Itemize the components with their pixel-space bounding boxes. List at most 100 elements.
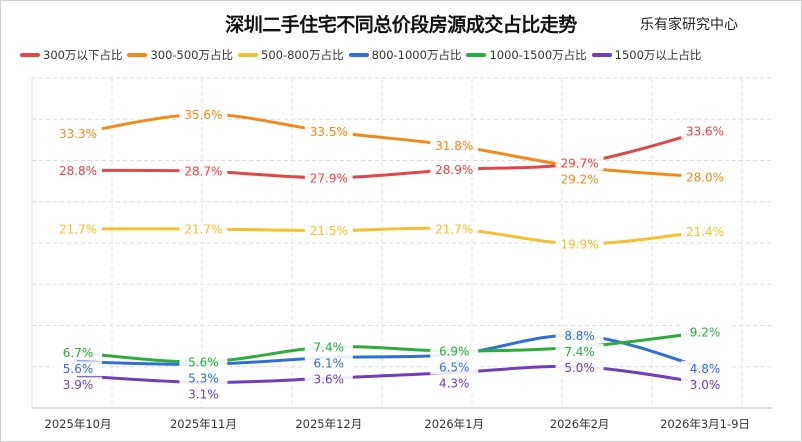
x-tick-label: 2026年1月 [424, 417, 484, 431]
data-label-bg [179, 354, 228, 370]
data-label-bg [179, 221, 228, 237]
series-line-3 [76, 333, 707, 370]
data-label-bg [54, 125, 102, 141]
x-tick-label: 2026年2月 [550, 417, 610, 431]
data-label: 3.9% [63, 378, 94, 392]
legend-swatch [127, 53, 148, 57]
data-label-bg [304, 371, 353, 387]
source-label: 乐有家研究中心 [640, 17, 738, 33]
series-line-2 [76, 226, 707, 246]
data-label: 4.8% [690, 362, 721, 376]
data-label: 21.7% [59, 222, 97, 236]
data-label-bg [555, 359, 604, 375]
data-label: 21.7% [184, 222, 222, 236]
legend-label: 300万以下占比 [43, 48, 123, 62]
data-label-bg [555, 327, 604, 343]
legend-swatch [466, 53, 487, 57]
data-label-bg [430, 221, 479, 237]
data-label: 5.0% [564, 361, 595, 375]
data-label-bg [54, 361, 102, 377]
data-label-bg [54, 221, 102, 237]
x-tick-label: 2025年11月 [170, 417, 237, 431]
data-label-bg [555, 155, 604, 171]
data-label: 28.0% [686, 171, 724, 185]
data-label: 3.1% [188, 387, 219, 401]
chart-title: 深圳二手住宅不同总价段房源成交占比走势 [225, 14, 577, 36]
data-label-bg [430, 359, 479, 375]
data-label: 19.9% [561, 237, 599, 251]
data-label: 28.8% [59, 164, 97, 178]
data-label: 7.4% [314, 340, 345, 354]
data-label-bg [179, 163, 228, 179]
data-label-bg [179, 106, 228, 122]
legend-item[interactable]: 500-800万占比 [238, 47, 344, 63]
data-label-bg [430, 375, 479, 391]
data-label: 28.7% [184, 165, 222, 179]
data-label: 3.6% [314, 372, 345, 386]
data-label: 5.6% [63, 362, 94, 376]
data-label-bg [179, 386, 228, 402]
legend-label: 500-800万占比 [261, 48, 344, 62]
legend-label: 1000-1500万占比 [489, 48, 587, 62]
data-label: 6.7% [63, 346, 94, 360]
legend: 300万以下占比 300-500万占比 500-800万占比 800-1000万占比 1… [20, 47, 701, 63]
data-label: 35.6% [184, 108, 222, 122]
legend-item[interactable]: 300万以下占比 [20, 47, 122, 63]
data-label: 29.7% [561, 156, 599, 170]
x-tick-label: 2025年10月 [45, 417, 112, 431]
data-label-bg [681, 123, 729, 139]
data-label: 28.9% [435, 163, 473, 177]
legend-item[interactable]: 1500万以上占比 [591, 47, 702, 63]
data-label: 6.5% [439, 361, 470, 375]
data-label-bg [54, 162, 102, 178]
legend-label: 1500万以上占比 [614, 48, 702, 62]
series-line-1 [76, 112, 707, 179]
data-label-bg [304, 223, 353, 239]
data-label: 5.6% [188, 355, 219, 369]
data-label-bg [179, 370, 228, 386]
data-label: 6.1% [314, 356, 345, 370]
data-label: 33.5% [310, 125, 348, 139]
legend-label: 300-500万占比 [150, 48, 234, 62]
legend-item[interactable]: 300-500万占比 [127, 47, 233, 63]
data-label-bg [430, 138, 479, 154]
data-label: 21.4% [686, 225, 724, 239]
x-tick-label: 2025年12月 [295, 417, 362, 431]
data-label: 3.0% [690, 378, 721, 392]
data-label-bg [681, 376, 729, 392]
data-label-bg [304, 339, 353, 355]
data-label-bg [430, 162, 479, 178]
data-label: 8.8% [564, 329, 595, 343]
data-label-bg [681, 223, 729, 239]
data-label-bg [681, 169, 729, 185]
legend-label: 800-1000万占比 [371, 48, 462, 62]
data-label-bg [54, 377, 102, 393]
data-label-bg [304, 124, 353, 140]
data-label-bg [430, 343, 479, 359]
data-label: 27.9% [310, 171, 348, 185]
legend-item[interactable]: 800-1000万占比 [348, 47, 462, 63]
data-label: 33.3% [59, 127, 97, 141]
series-line-5 [76, 364, 707, 385]
legend-item[interactable]: 1000-1500万占比 [466, 47, 587, 63]
x-tick-label: 2026年3月1-9日 [660, 417, 750, 431]
legend-swatch [238, 53, 259, 57]
data-label: 4.3% [439, 377, 470, 391]
data-label: 21.5% [310, 224, 348, 238]
data-label-bg [304, 170, 353, 186]
data-label: 31.8% [435, 139, 473, 153]
data-label-bg [54, 345, 102, 361]
data-label: 9.2% [690, 326, 721, 340]
data-label: 6.9% [439, 345, 470, 359]
data-label-bg [555, 236, 604, 252]
data-label: 7.4% [564, 345, 595, 359]
data-label-bg [555, 343, 604, 359]
legend-swatch [348, 53, 369, 57]
legend-swatch [591, 53, 612, 57]
data-label: 29.2% [561, 172, 599, 186]
data-label: 33.6% [686, 124, 724, 138]
legend-swatch [20, 53, 40, 57]
data-label-bg [681, 360, 729, 376]
data-label-bg [304, 355, 353, 371]
